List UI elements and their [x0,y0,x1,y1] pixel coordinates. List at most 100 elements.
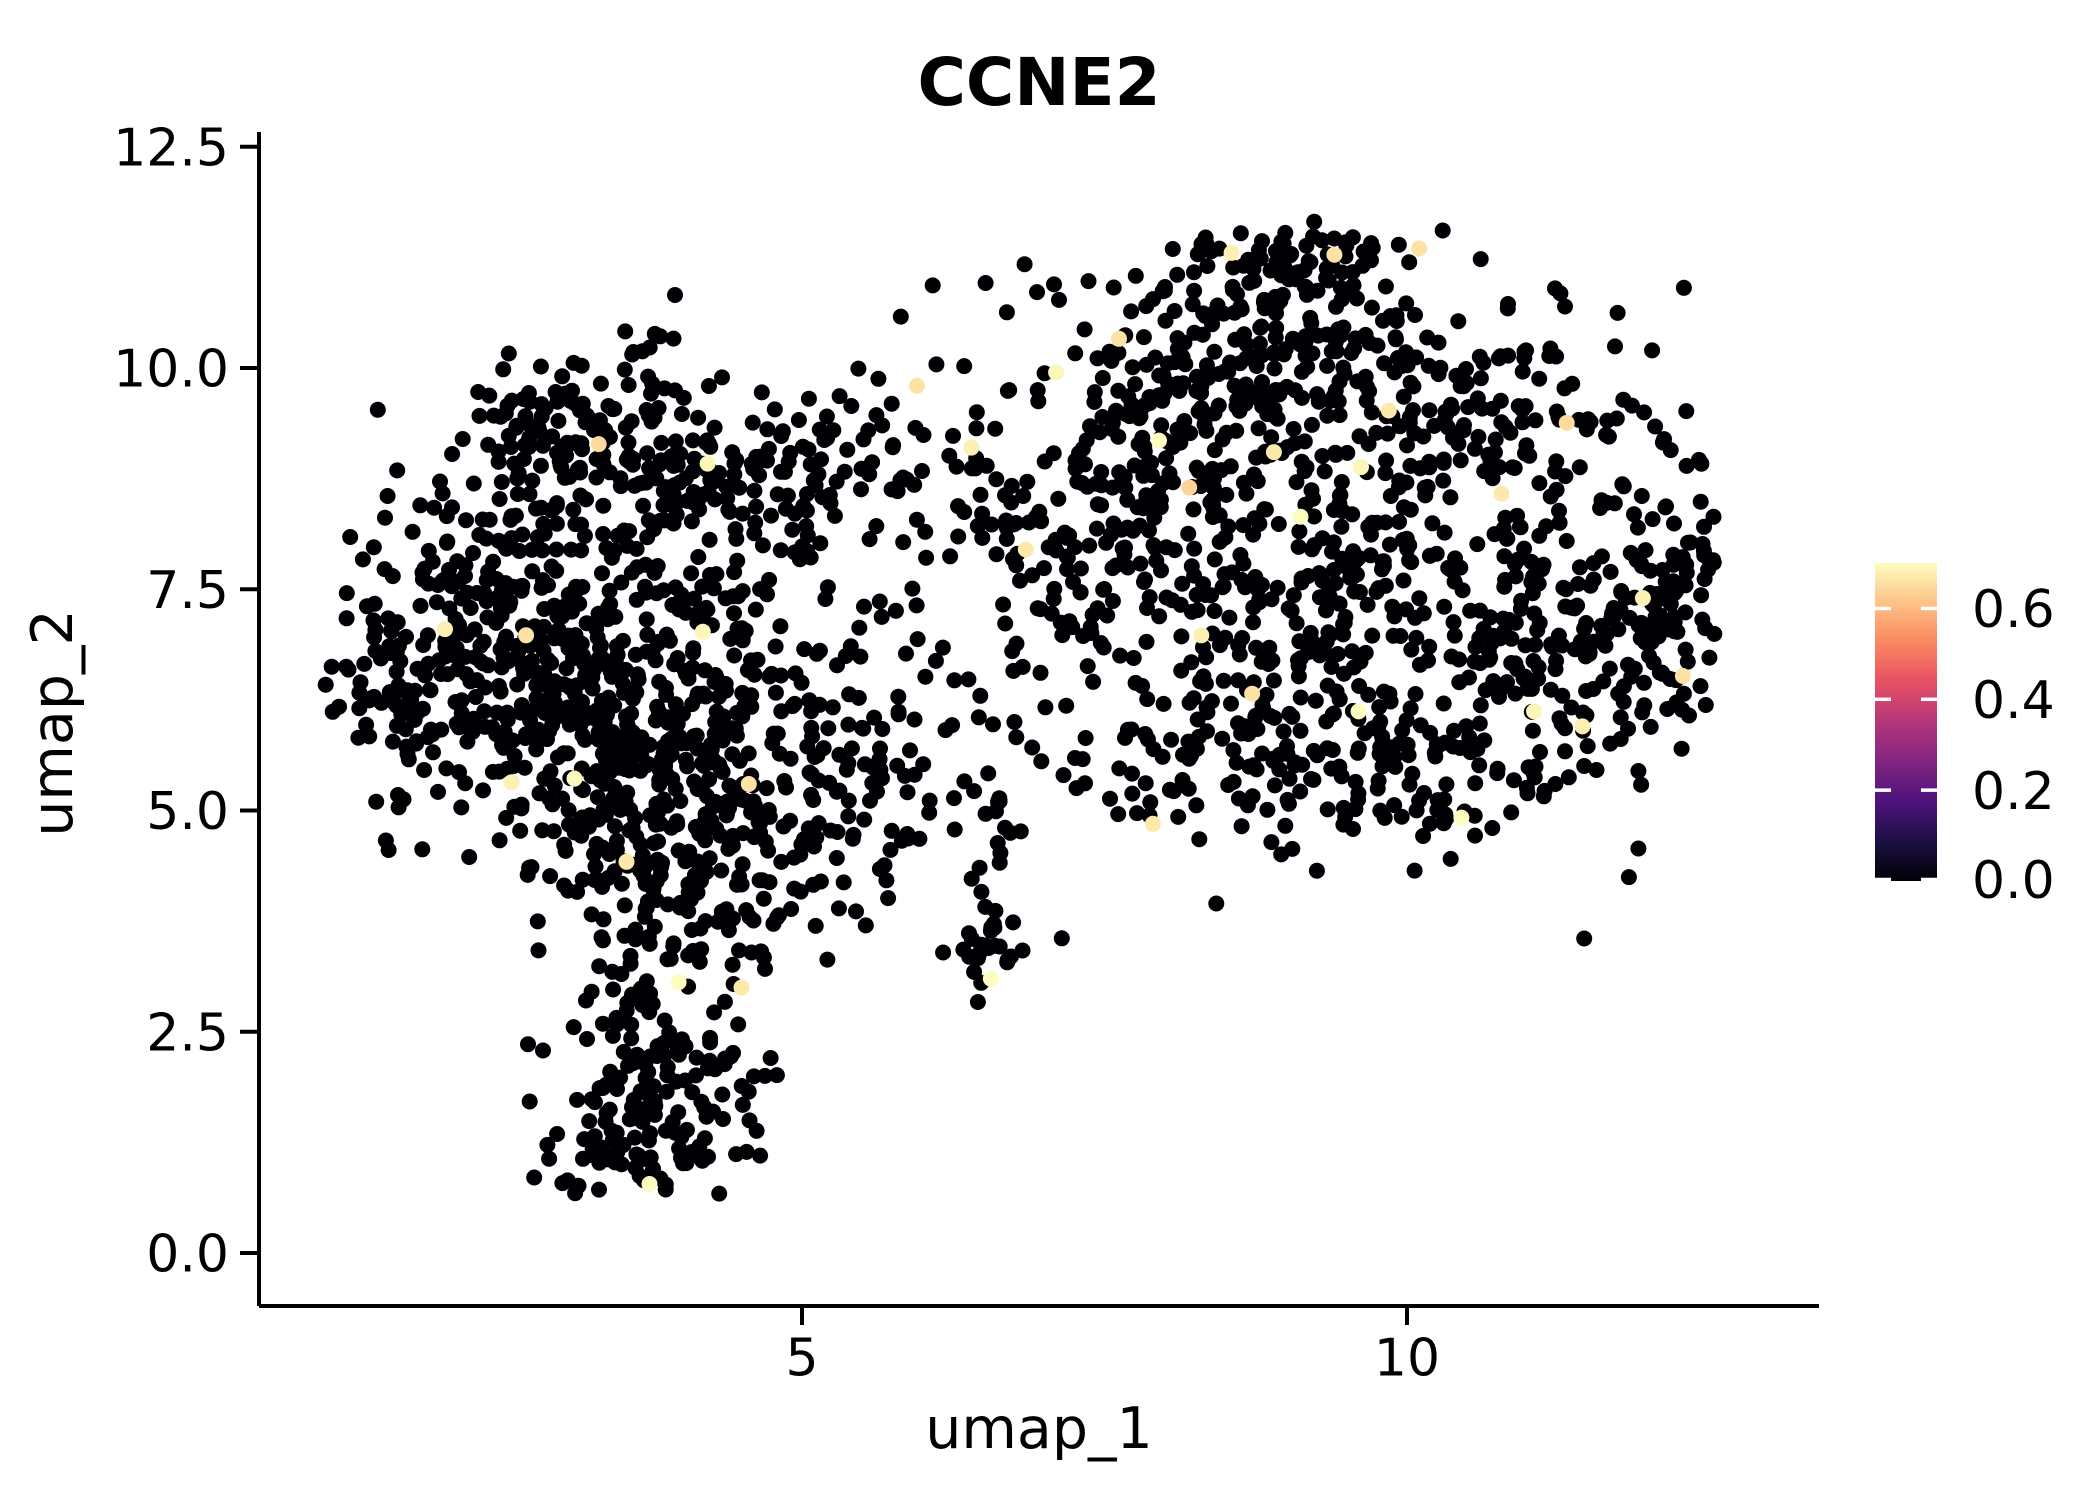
cell-point [753,384,770,401]
cell-point [1263,429,1280,446]
cell-point [755,949,772,966]
cell-point [702,567,718,583]
y-tick-label: 2.5 [146,1003,229,1063]
cell-point [509,486,526,502]
cell-point [1401,254,1418,271]
cell-point [1588,762,1605,778]
cell-point [694,578,711,595]
cell-point [1571,559,1588,576]
cell-point [1139,691,1156,708]
cell-point [1694,611,1711,628]
cell-point [1269,244,1286,261]
cell-point [550,412,567,429]
cell-point [700,378,717,394]
cell-point [1205,479,1222,496]
cell-point [880,890,897,907]
cell-point [425,744,441,761]
cell-point [637,1070,654,1086]
cell-point [619,537,636,554]
cell-point [1119,491,1136,508]
cell-point [1386,608,1403,625]
cell-point [1059,549,1076,566]
cell-point [744,414,761,431]
cell-point [590,731,607,748]
cell-point [637,1056,654,1072]
cell-point [586,1094,603,1111]
cell-point [1377,465,1394,482]
cell-point [1292,336,1309,353]
cell-point [1225,773,1242,790]
cell-point [1576,930,1593,947]
cell-point [1535,556,1552,573]
cell-point [1158,450,1175,467]
cell-point [658,1083,675,1100]
cell-point [728,704,745,721]
cell-point [1401,552,1418,569]
cell-point [706,419,723,436]
cell-point [393,706,410,723]
cell-point [703,812,720,829]
cell-point [1362,547,1379,564]
cell-point [1647,418,1664,435]
cell-point [1322,393,1338,409]
cell-point [1110,382,1127,399]
expressing-cell-point [733,979,750,996]
cell-point [1420,652,1436,669]
cell-point [1401,409,1418,426]
cell-point [887,602,904,619]
cell-point [502,439,519,455]
cell-point [1557,743,1573,760]
cell-point [1292,783,1309,800]
expressing-cell-point [1453,809,1470,826]
cell-point [754,537,771,554]
cell-point [760,842,777,859]
cell-point [498,809,515,826]
cell-point [1412,460,1429,477]
cell-point [1275,723,1292,740]
cell-point [798,486,815,503]
cell-point [488,590,505,607]
cell-point [1067,345,1084,362]
cell-point [671,474,688,491]
cell-point [860,422,877,439]
cell-point [1467,775,1484,792]
cell-point [560,802,577,819]
cell-point [1203,693,1220,710]
cell-point [1306,213,1323,230]
cell-point [560,678,577,695]
cell-point [1405,378,1422,395]
cell-point [1254,233,1270,250]
cell-point [638,611,655,628]
cell-point [1266,709,1283,726]
cell-point [569,883,586,900]
cell-point [701,1052,718,1069]
cell-point [404,523,421,540]
cell-point [906,766,923,783]
cell-point [1173,662,1190,679]
cell-point [1398,295,1415,312]
colorbar-tick-label: 0.2 [1972,762,2055,822]
cell-point [908,597,925,614]
cell-point [1287,382,1304,399]
cell-point [752,815,768,832]
cell-point [702,1029,718,1046]
cell-point [960,671,977,688]
cell-point [1674,701,1690,718]
cell-point [783,901,800,917]
cell-point [1524,722,1541,739]
cell-point [826,507,843,524]
cell-point [786,544,803,561]
cell-point [1570,576,1586,592]
cell-point [1435,451,1452,468]
cell-point [830,900,847,917]
cell-point [685,942,702,959]
cell-point [1203,587,1220,604]
cell-point [941,447,958,464]
cell-point [1212,304,1229,321]
cell-point [615,1043,632,1060]
cell-point [491,491,508,507]
cell-point [1119,721,1136,738]
cell-point [1255,700,1272,717]
cell-point [1079,658,1096,675]
cell-point [1450,313,1467,330]
